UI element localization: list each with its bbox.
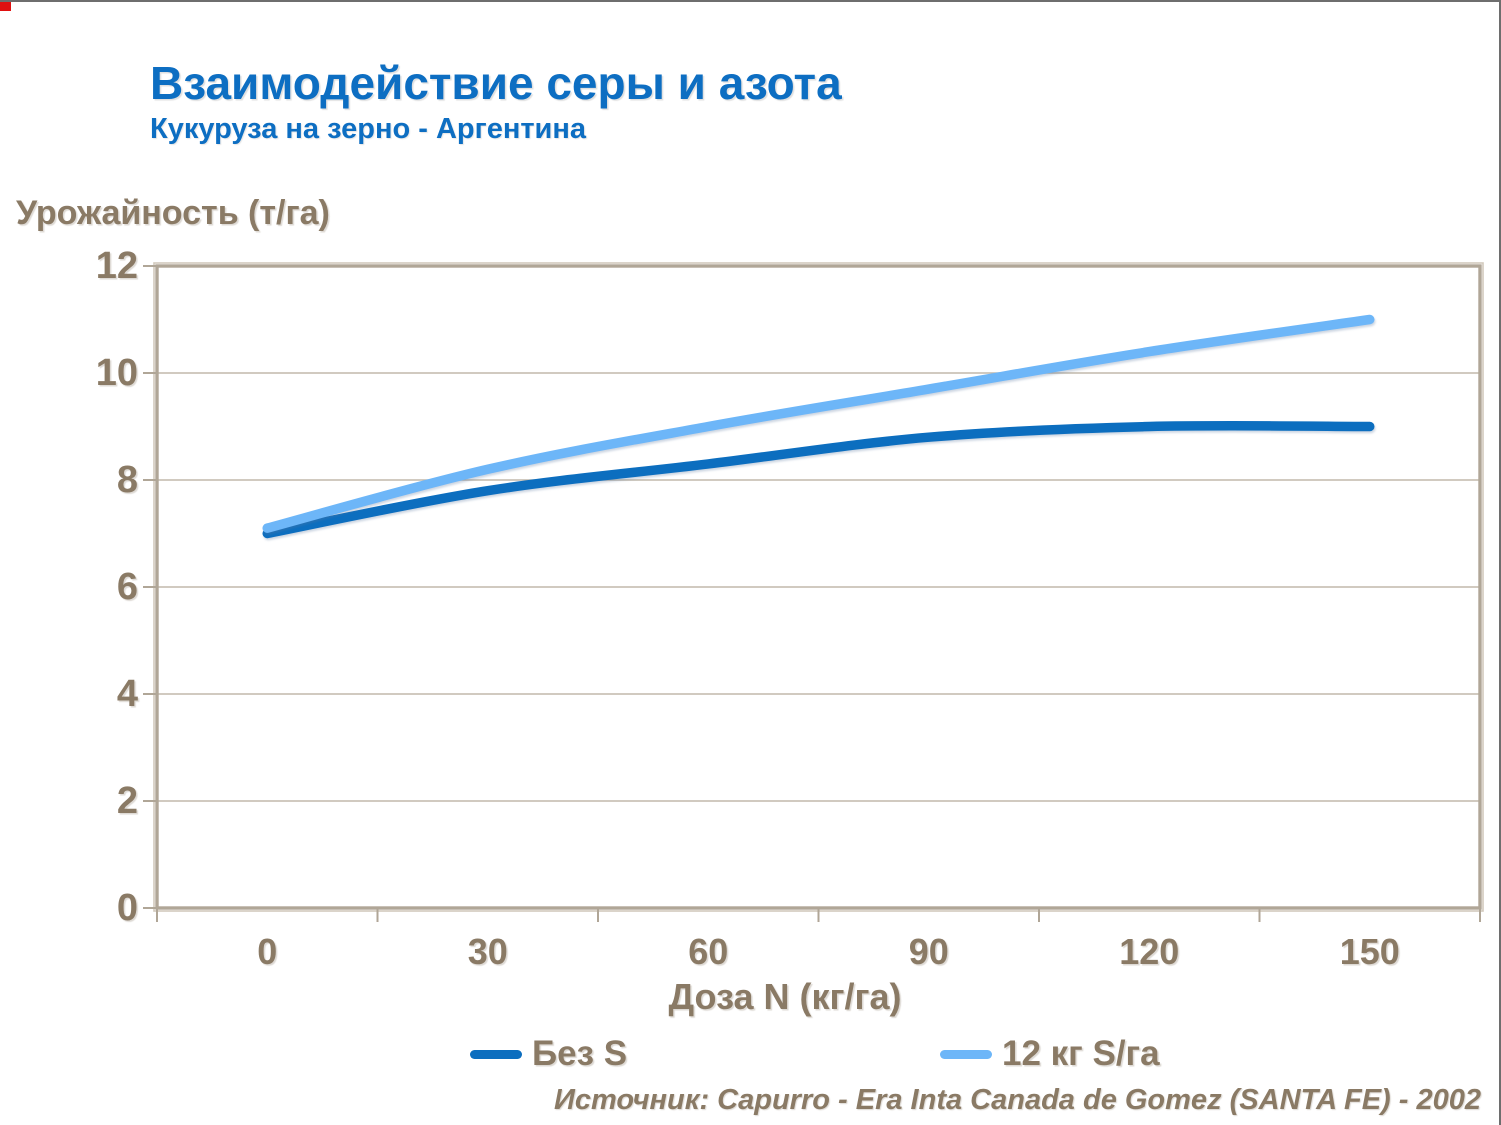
x-tick-label-0: 0 bbox=[257, 931, 278, 972]
right-edge-line bbox=[1499, 0, 1501, 1125]
y-tick-label-0: 0 bbox=[116, 887, 138, 929]
legend-swatch-12kg-s bbox=[940, 1049, 992, 1059]
x-tick-label-30: 30 bbox=[467, 931, 508, 972]
y-tick-label-6: 6 bbox=[116, 566, 138, 608]
x-tick-label-60: 60 bbox=[688, 931, 729, 972]
series-line-0 bbox=[262, 420, 1375, 539]
y-tick-label-2: 2 bbox=[116, 780, 138, 822]
legend-label-bez-s: Без S bbox=[532, 1034, 628, 1073]
y-tick-label-8: 8 bbox=[116, 459, 138, 501]
y-axis-title: Урожайность (т/га) bbox=[16, 194, 330, 232]
x-tick-label-120: 120 bbox=[1119, 931, 1180, 972]
x-tick-label-150: 150 bbox=[1339, 931, 1400, 972]
y-tick-label-4: 4 bbox=[116, 673, 138, 715]
corner-marker bbox=[0, 0, 11, 11]
chart-subtitle: Кукуруза на зерно - Аргентина bbox=[150, 113, 587, 145]
x-tick-label-90: 90 bbox=[908, 931, 949, 972]
chart-title: Взаимодействие серы и азота bbox=[150, 57, 842, 109]
legend-swatch-bez-s bbox=[470, 1049, 522, 1059]
top-edge-line bbox=[0, 0, 1501, 2]
legend-item-12kg-s: 12 кг S/га bbox=[940, 1032, 1160, 1076]
series-line-1 bbox=[262, 314, 1375, 533]
source-note: Источник: Capurro - Era Inta Canada de G… bbox=[553, 1084, 1481, 1116]
x-axis-title: Доза N (кг/га) bbox=[668, 976, 902, 1017]
y-tick-label-12: 12 bbox=[95, 245, 138, 287]
y-tick-label-10: 10 bbox=[95, 352, 138, 394]
legend-label-12kg-s: 12 кг S/га bbox=[1002, 1034, 1160, 1073]
legend-item-bez-s: Без S bbox=[470, 1032, 627, 1076]
